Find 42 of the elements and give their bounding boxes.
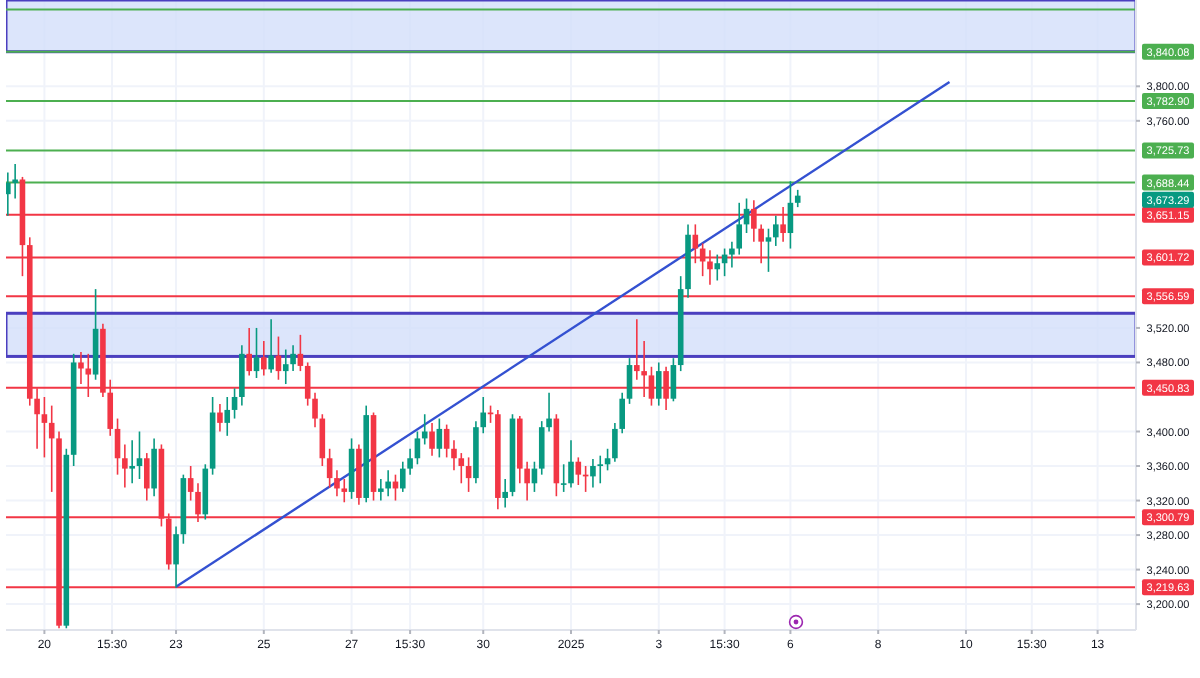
candlestick: [231, 387, 238, 420]
candlestick: [575, 456, 582, 486]
candlestick: [239, 344, 245, 407]
candlestick: [312, 391, 318, 428]
candlestick: [385, 469, 391, 498]
candlestick: [765, 227, 772, 273]
candlestick: [429, 422, 435, 457]
candlestick: [590, 458, 596, 489]
candlestick: [568, 439, 574, 489]
candlestick: [261, 340, 267, 377]
candlestick: [655, 361, 662, 407]
candlestick: [560, 463, 567, 493]
candlestick: [341, 478, 348, 504]
candlestick: [41, 396, 48, 459]
candlestick: [421, 413, 428, 446]
candlestick: [187, 465, 194, 502]
candlestick: [224, 396, 231, 437]
candlestick: [122, 443, 128, 489]
candlestick: [92, 288, 99, 381]
candlestick: [597, 454, 604, 485]
candlestick: [326, 447, 333, 489]
candlestick: [143, 452, 150, 502]
candlestick: [414, 430, 421, 466]
candlestick: [378, 478, 384, 502]
candlestick: [136, 430, 143, 480]
candlestick: [626, 357, 633, 405]
candlestick: [129, 439, 135, 485]
candlestick: [173, 525, 179, 589]
candlestick: [670, 357, 677, 403]
candlestick: [334, 469, 340, 498]
candlestick: [6, 171, 11, 217]
candlestick: [443, 423, 450, 459]
candlestick: [151, 437, 157, 498]
candlestick: [772, 214, 779, 247]
candlestick: [268, 318, 274, 374]
candlestick: [282, 348, 289, 385]
candlestick: [714, 253, 721, 282]
candlestick: [502, 478, 508, 509]
candlestick: [246, 327, 252, 377]
candlestick: [253, 327, 260, 379]
candlestick: [217, 403, 223, 433]
candlestick: [436, 417, 443, 459]
